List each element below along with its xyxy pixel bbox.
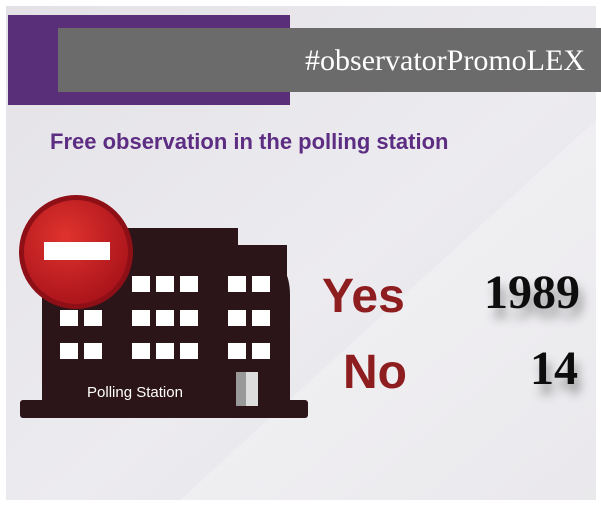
building-base — [20, 400, 308, 418]
infographic: #observatorPromoLEX Free observation in … — [0, 0, 601, 506]
hashtag: #observatorPromoLEX — [305, 44, 585, 77]
result-value: 1989 — [484, 266, 580, 319]
result-label: No — [343, 346, 407, 399]
door-open — [236, 372, 246, 406]
result-value: 14 — [530, 342, 578, 395]
result-label: Yes — [322, 270, 405, 323]
sign-bar — [44, 242, 110, 260]
subtitle: Free observation in the polling station — [50, 129, 448, 154]
page: #observatorPromoLEX Free observation in … — [0, 0, 601, 506]
building-label: Polling Station — [87, 384, 183, 401]
